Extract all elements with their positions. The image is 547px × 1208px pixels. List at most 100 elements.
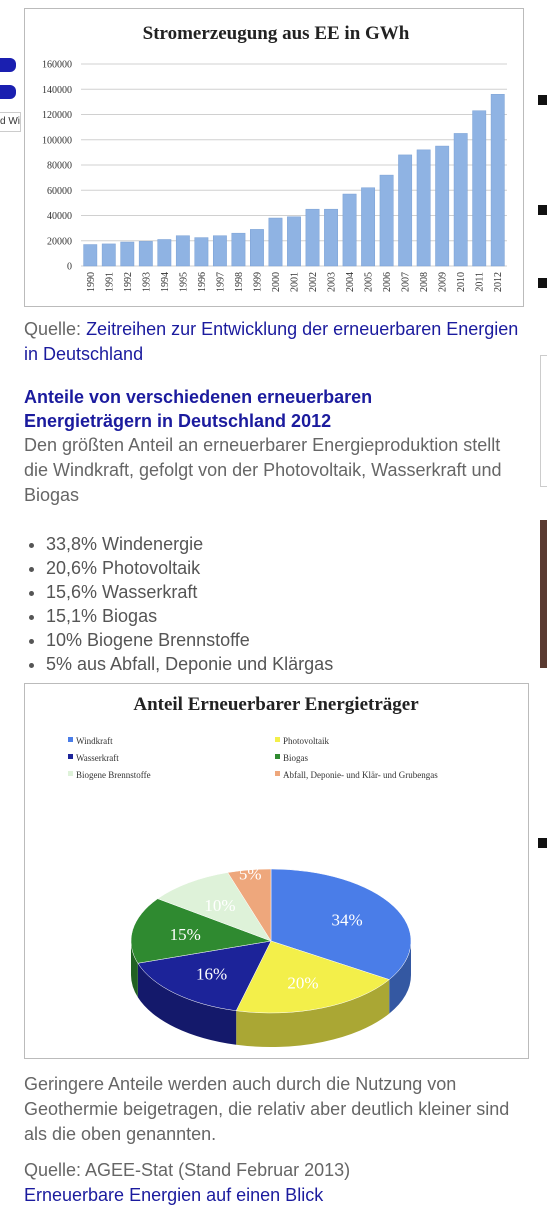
x-tick-label: 2006 xyxy=(382,272,393,292)
value-label: 16% xyxy=(196,965,227,984)
value-label: 5% xyxy=(239,864,262,883)
pie-slice xyxy=(227,868,272,942)
y-tick-label: 40000 xyxy=(47,211,72,222)
pie-slice xyxy=(235,940,390,1014)
sidebar-block xyxy=(538,95,547,105)
x-tick-label: 2010 xyxy=(456,272,467,292)
legend-swatch xyxy=(68,754,73,759)
y-tick-label: 20000 xyxy=(47,236,72,247)
x-tick-label: 2002 xyxy=(308,272,319,292)
y-tick-label: 0 xyxy=(67,262,72,273)
bar-chart: Stromerzeugung aus EE in GWh 0 20000 40000… xyxy=(24,8,524,307)
bar xyxy=(268,217,283,267)
y-tick-label: 100000 xyxy=(42,135,72,146)
x-tick-label: 1997 xyxy=(215,272,226,292)
pie-chart: Anteil Erneuerbarer Energieträger Windkr… xyxy=(24,683,529,1059)
bar xyxy=(120,241,135,267)
x-tick-label: 1995 xyxy=(178,272,189,292)
x-tick-label: 2008 xyxy=(419,272,430,292)
paragraph: Geringere Anteile werden auch durch die … xyxy=(24,1074,510,1144)
sidebar-image xyxy=(540,520,547,668)
source-link[interactable]: Erneuerbare Energien auf einen Blick xyxy=(24,1185,324,1205)
bar xyxy=(324,208,338,267)
x-tick-label: 2011 xyxy=(475,272,486,292)
value-label: 20% xyxy=(287,974,318,993)
list-item: 15,6% Wasserkraft xyxy=(46,580,546,604)
bar xyxy=(175,235,190,267)
pie-slice xyxy=(137,940,272,1012)
x-tick-label: 1992 xyxy=(123,272,134,292)
bar xyxy=(435,145,450,267)
chart-title: Anteil Erneuerbarer Energieträger xyxy=(133,694,419,715)
pie-slice-side xyxy=(137,963,237,1045)
source: Quelle: Zeitreihen zur Entwicklung der e… xyxy=(24,317,534,367)
pie-slice xyxy=(130,898,272,964)
pie-slice-side xyxy=(236,979,390,1047)
pie-slice xyxy=(157,872,272,942)
y-tick-label: 140000 xyxy=(42,85,72,96)
legend-swatch xyxy=(68,737,73,742)
pie-slice-side xyxy=(389,941,411,1014)
list: 33,8% Windenergie20,6% Photovoltaik15,6%… xyxy=(0,532,546,676)
x-tick-label: 1998 xyxy=(234,272,245,292)
sidebar-block xyxy=(538,278,547,288)
x-tick-label: 2007 xyxy=(401,272,412,292)
bar xyxy=(305,208,320,267)
sidebar-button[interactable] xyxy=(0,58,16,72)
bar xyxy=(342,193,357,267)
bar xyxy=(472,110,487,267)
x-tick-label: 2004 xyxy=(345,272,356,292)
x-tick-label: 2012 xyxy=(493,272,504,292)
x-tick-label: 2003 xyxy=(327,272,338,292)
bar xyxy=(490,94,505,267)
legend-label: Wasserkraft xyxy=(76,753,119,763)
list-item: 33,8% Windenergie xyxy=(46,532,546,556)
source-text: Quelle: AGEE-Stat (Stand Februar 2013) xyxy=(24,1160,351,1180)
x-tick-label: 1994 xyxy=(160,272,171,292)
sidebar-button[interactable] xyxy=(0,85,16,99)
sidebar-block xyxy=(538,205,547,215)
bar xyxy=(157,239,172,267)
bar xyxy=(361,187,376,267)
legend-swatch xyxy=(68,771,73,776)
list-item: 15,1% Biogas xyxy=(46,604,546,628)
y-tick-label: 80000 xyxy=(47,161,72,172)
legend-swatch xyxy=(275,737,280,742)
list-item: 10% Biogene Brennstoffe xyxy=(46,628,546,652)
bar xyxy=(231,232,246,267)
legend-label: Abfall, Deponie- und Klär- und Grubengas xyxy=(283,770,438,780)
sidebar-label: d Wi xyxy=(0,112,21,132)
bar xyxy=(398,154,413,267)
list-item: 5% aus Abfall, Deponie und Klärgas xyxy=(46,652,546,676)
x-tick-label: 1991 xyxy=(104,272,115,292)
x-tick-label: 2000 xyxy=(271,272,282,292)
value-label: 15% xyxy=(170,925,201,944)
y-tick-label: 60000 xyxy=(47,186,72,197)
value-label: 10% xyxy=(204,896,235,915)
x-tick-label: 1990 xyxy=(86,272,97,292)
legend-label: Biogene Brennstoffe xyxy=(76,770,151,780)
legend-label: Biogas xyxy=(283,753,308,763)
bar xyxy=(212,235,227,267)
bar xyxy=(250,229,264,267)
sidebar-block xyxy=(538,838,547,848)
x-tick-label: 2009 xyxy=(438,272,449,292)
value-label: 34% xyxy=(331,910,362,929)
bar xyxy=(194,237,209,267)
x-tick-label: 1993 xyxy=(141,272,152,292)
list-item: 20,6% Photovoltaik xyxy=(46,556,546,580)
legend-label: Windkraft xyxy=(76,736,113,746)
bar xyxy=(453,133,468,267)
source-link[interactable]: Zeitreihen zur Entwicklung der erneuerba… xyxy=(24,319,519,364)
y-tick-label: 120000 xyxy=(42,110,72,121)
bar xyxy=(416,149,431,267)
chart-title: Stromerzeugung aus EE in GWh xyxy=(143,23,410,44)
x-tick-label: 2005 xyxy=(364,272,375,292)
bar xyxy=(83,244,98,267)
y-tick-label: 160000 xyxy=(42,60,72,71)
heading: Anteile von verschiedenen erneuerbaren E… xyxy=(24,387,373,431)
bar xyxy=(101,243,116,267)
legend-swatch xyxy=(275,754,280,759)
x-tick-label: 1996 xyxy=(197,272,208,292)
